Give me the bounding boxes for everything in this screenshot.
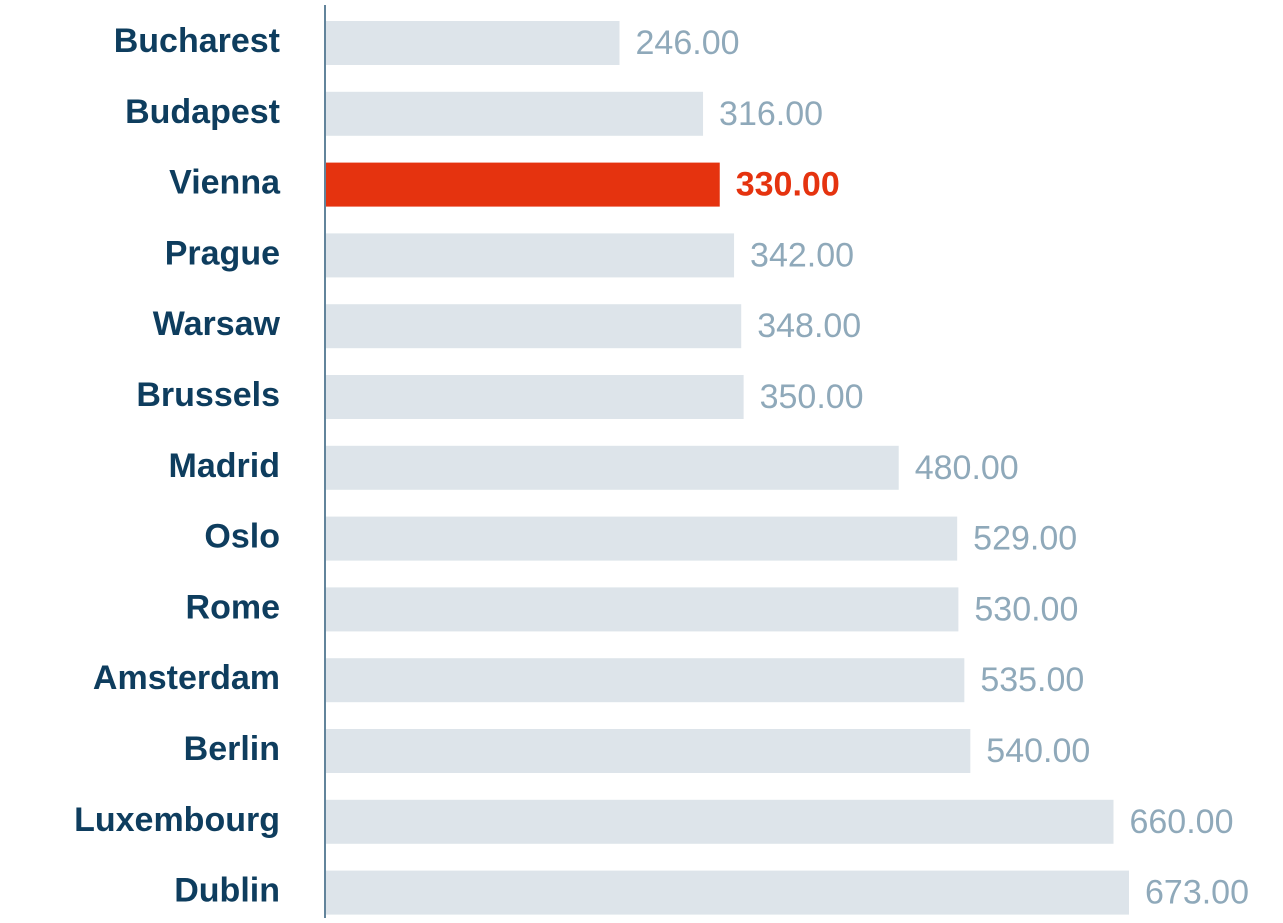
value-label: 316.00 [719, 95, 823, 133]
bar [326, 304, 742, 349]
category-label: Rome [186, 588, 280, 626]
category-label: Brussels [136, 376, 280, 414]
category-label: Amsterdam [93, 659, 280, 697]
bar [326, 587, 959, 632]
bar [326, 21, 620, 65]
value-label: 530.00 [974, 590, 1078, 628]
category-label: Bucharest [114, 22, 280, 60]
category-label: Budapest [125, 93, 280, 131]
category-label: Prague [165, 234, 280, 272]
value-label: 480.00 [915, 449, 1019, 487]
bar [326, 658, 965, 703]
category-label: Berlin [184, 730, 280, 768]
value-label: 246.00 [636, 24, 740, 62]
bar [326, 375, 744, 419]
bar [326, 516, 958, 561]
value-label: 673.00 [1145, 874, 1249, 912]
value-label: 660.00 [1129, 803, 1233, 841]
category-label: Luxembourg [74, 801, 280, 839]
bar [326, 729, 971, 773]
value-label: 342.00 [750, 236, 854, 274]
bar [326, 162, 720, 207]
category-label: Oslo [204, 518, 280, 556]
value-label: 330.00 [736, 166, 840, 204]
bar [326, 91, 704, 136]
category-label: Warsaw [153, 305, 281, 343]
bar [326, 870, 1129, 915]
bar [326, 445, 899, 490]
category-label: Dublin [174, 872, 280, 910]
value-label: 540.00 [986, 732, 1090, 770]
value-label: 535.00 [980, 661, 1084, 699]
value-label: 529.00 [973, 520, 1077, 558]
bar [326, 799, 1114, 844]
value-label: 350.00 [760, 378, 864, 416]
category-label: Madrid [169, 447, 280, 485]
category-label: Vienna [169, 164, 281, 202]
bar [326, 233, 735, 278]
value-label: 348.00 [757, 307, 861, 345]
